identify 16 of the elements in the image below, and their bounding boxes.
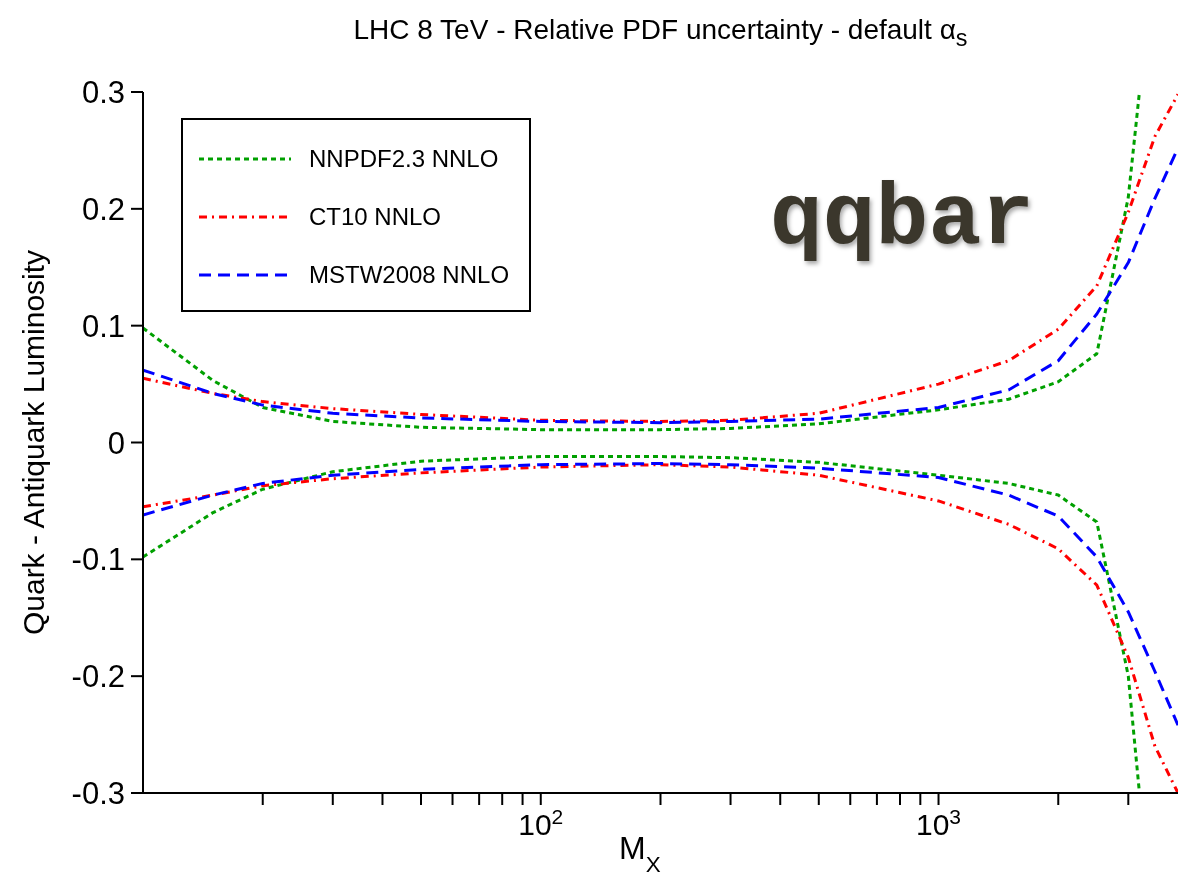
x-tick-label: 10$^{2}$ (518, 804, 564, 841)
legend-label: MSTW2008 NNLO (309, 261, 510, 289)
x-tick-label: 10$^{3}$ (915, 804, 962, 841)
y-tick-label: -0.3 (71, 776, 125, 811)
legend-label: NNPDF2.3 NNLO (309, 145, 499, 173)
y-tick-label: -0.2 (71, 659, 125, 695)
y-axis-title: Quark - Antiquark Luminosity (16, 249, 50, 636)
annotation: qqbar (770, 170, 1035, 269)
y-tick-label: 0.3 (81, 75, 125, 110)
y-tick-label: 0.2 (81, 191, 125, 227)
x-axis-title: M$_{X}$ (619, 830, 661, 873)
y-tick-label: 0 (107, 425, 125, 461)
chart-title: LHC 8 TeV - Relative PDF uncertainty - default α$_{s}$ (352, 14, 969, 52)
y-tick-label: 0.1 (81, 308, 125, 344)
y-tick-label: -0.1 (71, 542, 125, 578)
legend-label: CT10 NNLO (309, 203, 442, 231)
